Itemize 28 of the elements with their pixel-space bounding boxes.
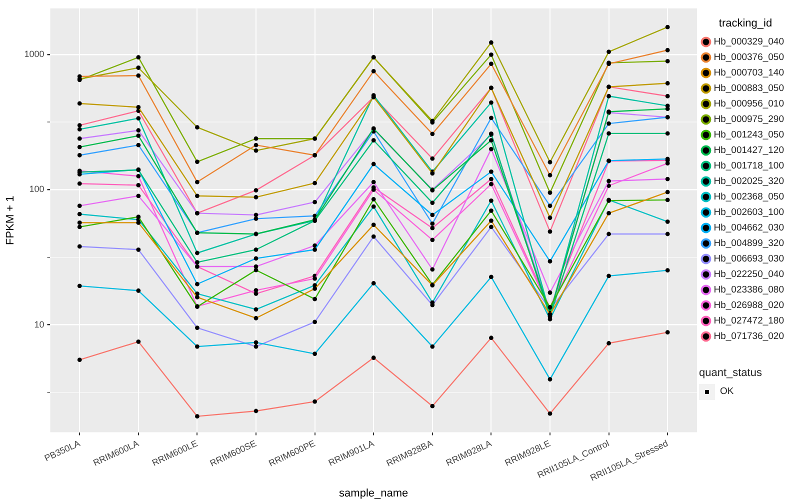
- text: quant_status: [698, 367, 762, 380]
- legend-label: Hb_000975_290: [714, 114, 784, 126]
- legend-label: Hb_026988_020: [714, 300, 784, 312]
- legend-label: Hb_023386_080: [714, 284, 784, 296]
- y-tick-label: 100: [29, 184, 44, 194]
- legend-label: Hb_000956_010: [714, 98, 784, 110]
- legend-label: Hb_027472_180: [714, 316, 784, 327]
- legend-label: Hb_001243_050: [714, 130, 784, 141]
- legend-label: Hb_006693_030: [714, 254, 784, 265]
- text: OK: [720, 386, 734, 398]
- legend-label: Hb_001427_120: [714, 145, 784, 156]
- legend-label: Hb_022250_040: [714, 269, 784, 280]
- legend-label: Hb_002368_050: [714, 192, 784, 203]
- y-tick-label: 10: [34, 319, 44, 330]
- legend-label: Hb_002025_320: [714, 176, 784, 188]
- legend-label: Hb_000703_140: [714, 68, 784, 79]
- legend-label: Hb_071736_020: [714, 331, 784, 342]
- legend-title: tracking_id: [718, 18, 772, 30]
- legend-label: Hb_000376_050: [714, 52, 784, 64]
- legend-label: Hb_004662_030: [714, 222, 784, 234]
- legend-label: Hb_000329_040: [714, 36, 784, 48]
- x-axis-title: sample_name: [339, 487, 408, 500]
- y-axis-title: FPKM + 1: [4, 196, 17, 245]
- legend-label: Hb_002603_100: [714, 207, 784, 218]
- y-tick-label: 1000: [24, 49, 44, 60]
- legend-label: Hb_001718_100: [714, 160, 784, 172]
- legend-label: Hb_000883_050: [714, 83, 784, 94]
- legend-label: Hb_004899_320: [714, 238, 784, 250]
